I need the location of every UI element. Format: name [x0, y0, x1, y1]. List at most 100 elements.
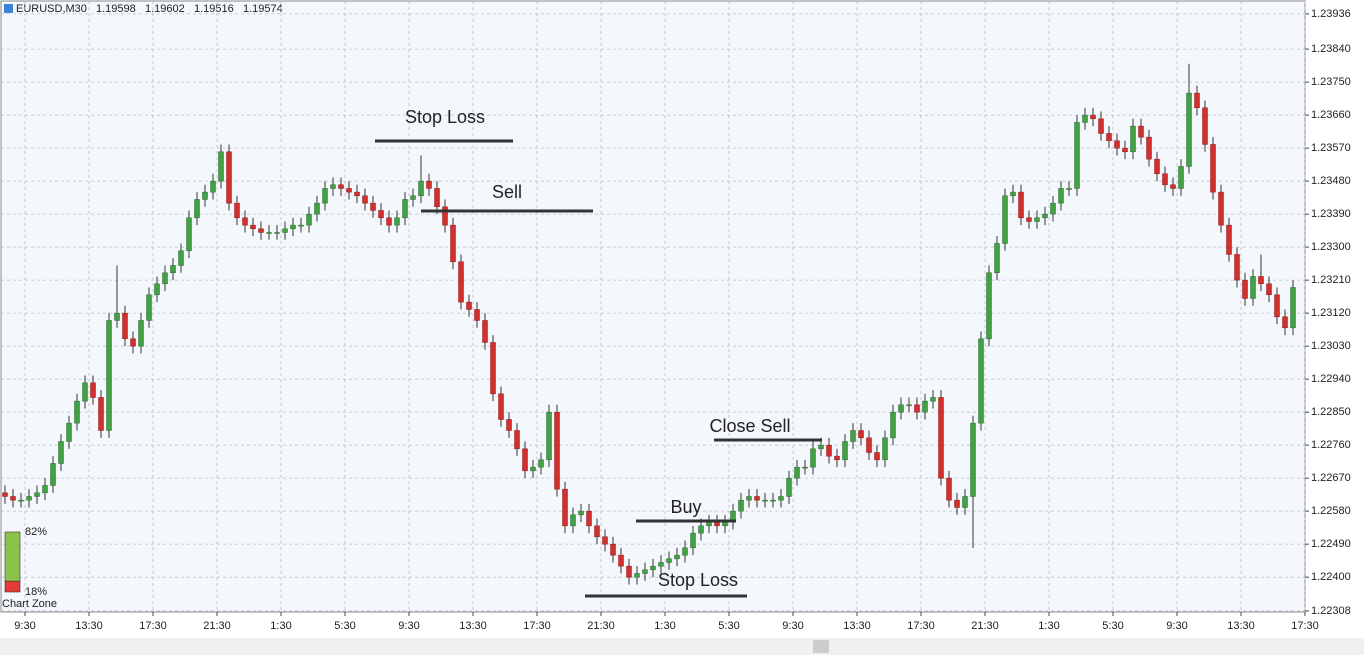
- candle-body: [26, 496, 32, 501]
- header-value: 1.19516: [194, 3, 234, 15]
- candle-body: [674, 554, 680, 560]
- candle-body: [802, 466, 808, 469]
- candle-body: [1170, 184, 1176, 189]
- y-tick-label: 1.22850: [1311, 406, 1351, 418]
- candle-body: [698, 525, 704, 534]
- candle-body: [1186, 92, 1192, 167]
- x-tick-label: 21:30: [203, 620, 231, 632]
- candle-body: [426, 180, 432, 189]
- y-tick-label: 1.22670: [1311, 472, 1351, 484]
- x-tick-label: 5:30: [334, 620, 355, 632]
- annotation: Buy: [670, 497, 701, 517]
- candle-body: [818, 444, 824, 450]
- candle-body: [618, 554, 624, 567]
- candle-body: [370, 202, 376, 211]
- candle-body: [362, 195, 368, 204]
- candle-body: [1034, 217, 1040, 222]
- candle-body: [530, 466, 536, 472]
- candle-body: [538, 459, 544, 468]
- candle-body: [346, 188, 352, 193]
- candle-body: [2, 492, 8, 497]
- candle-body: [1226, 224, 1232, 255]
- candle-body: [1018, 191, 1024, 219]
- zone-label: 82%: [25, 526, 47, 538]
- candle-body: [106, 320, 112, 431]
- candle-body: [498, 393, 504, 420]
- zone-bar: [4, 580, 21, 593]
- candle-body: [1202, 107, 1208, 145]
- candle-body: [490, 342, 496, 395]
- candle-body: [1050, 202, 1056, 215]
- candle-body: [138, 320, 144, 347]
- candle-body: [242, 217, 248, 226]
- candle-body: [114, 312, 120, 321]
- scrollbar[interactable]: [0, 638, 1364, 655]
- annotation: Stop Loss: [405, 107, 485, 127]
- plot-area: [0, 0, 1306, 613]
- header-value: 1.19574: [243, 3, 283, 15]
- candle-body: [682, 547, 688, 556]
- y-tick-label: 1.22760: [1311, 439, 1351, 451]
- x-tick-label: 17:30: [907, 620, 935, 632]
- candle-body: [1130, 125, 1136, 153]
- candle-body: [354, 191, 360, 197]
- candle-body: [834, 455, 840, 461]
- candle-body: [90, 382, 96, 398]
- y-tick-label: 1.23210: [1311, 274, 1351, 286]
- candle-body: [930, 397, 936, 402]
- candle-body: [1274, 294, 1280, 318]
- candle-body: [154, 283, 160, 296]
- candle-body: [98, 397, 104, 431]
- candle-body: [1266, 283, 1272, 296]
- x-tick-label: 9:30: [398, 620, 419, 632]
- candle-body: [562, 488, 568, 527]
- candle-body: [298, 224, 304, 227]
- candle-body: [218, 151, 224, 182]
- candle-body: [986, 272, 992, 340]
- candle-body: [794, 466, 800, 479]
- candle-body: [378, 210, 384, 219]
- candle-body: [858, 430, 864, 439]
- zone-label: 18%: [25, 586, 47, 598]
- candle-body: [634, 573, 640, 578]
- header-value: 1.19602: [145, 3, 185, 15]
- candle-body: [850, 430, 856, 442]
- candle-body: [522, 448, 528, 472]
- candle-body: [50, 463, 56, 486]
- y-tick-label: 1.23390: [1311, 208, 1351, 220]
- candle-body: [186, 217, 192, 252]
- candle-body: [898, 404, 904, 413]
- x-tick-label: 9:30: [782, 620, 803, 632]
- y-tick-label: 1.23480: [1311, 175, 1351, 187]
- candle-body: [42, 485, 48, 494]
- candle-body: [1178, 166, 1184, 189]
- annotation: Stop Loss: [658, 570, 738, 590]
- header-value: 1.19598: [96, 3, 136, 15]
- scroll-thumb[interactable]: [813, 640, 829, 653]
- candle-body: [1234, 254, 1240, 281]
- x-tick-label: 21:30: [587, 620, 615, 632]
- candle-body: [842, 441, 848, 461]
- candle-body: [1066, 188, 1072, 190]
- zone-bar: [4, 531, 21, 582]
- candle-body: [642, 569, 648, 574]
- candle-body: [314, 202, 320, 215]
- candle-body: [10, 496, 16, 501]
- candle-body: [66, 422, 72, 442]
- candle-body: [1218, 191, 1224, 226]
- candle-body: [234, 202, 240, 219]
- candle-body: [322, 188, 328, 204]
- candle-body: [874, 452, 880, 461]
- candle-body: [882, 437, 888, 461]
- candle-body: [466, 301, 472, 310]
- candle-body: [434, 188, 440, 208]
- x-tick-label: 17:30: [139, 620, 167, 632]
- candle-body: [146, 294, 152, 321]
- x-tick-label: 17:30: [1291, 620, 1319, 632]
- y-tick-label: 1.23030: [1311, 340, 1351, 352]
- candle-body: [826, 444, 832, 457]
- candle-body: [306, 213, 312, 226]
- y-tick-label: 1.23936: [1311, 8, 1351, 20]
- candle-body: [330, 184, 336, 189]
- annotation: Sell: [492, 182, 522, 202]
